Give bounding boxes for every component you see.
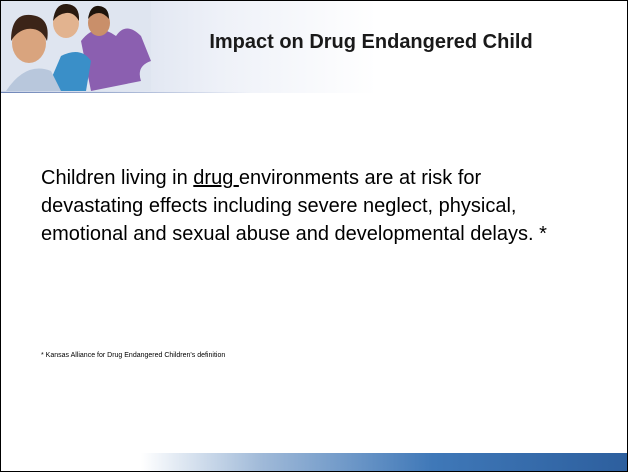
puzzle-piece bbox=[46, 52, 91, 91]
face bbox=[88, 10, 110, 36]
footnote: * Kansas Alliance for Drug Endangered Ch… bbox=[41, 352, 226, 359]
shirt bbox=[6, 68, 61, 91]
header-photo bbox=[1, 1, 151, 91]
header-rule bbox=[1, 92, 627, 93]
hair bbox=[53, 3, 80, 21]
face bbox=[12, 23, 46, 63]
puzzle-piece bbox=[81, 28, 151, 91]
footer-bar bbox=[141, 453, 627, 471]
hair bbox=[88, 5, 109, 19]
slide-title: Impact on Drug Endangered Child bbox=[209, 31, 533, 53]
body-text-part: Children living in bbox=[41, 167, 194, 189]
body-text: Children living in drug environments are… bbox=[41, 164, 581, 248]
hair bbox=[11, 14, 48, 41]
body-text-part: environments are at risk for devastating… bbox=[41, 167, 547, 245]
face bbox=[53, 8, 79, 38]
underlined-word: drug bbox=[193, 167, 239, 189]
